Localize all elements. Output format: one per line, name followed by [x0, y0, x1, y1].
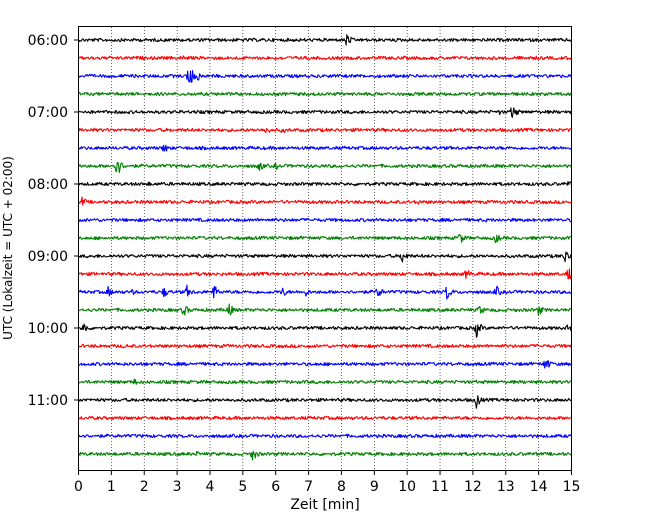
trace-line-0730 [78, 144, 572, 152]
trace-line-1115 [77, 415, 572, 421]
trace-line-1045 [78, 378, 572, 385]
x-tick-label: 6 [271, 479, 280, 495]
plot-frame [78, 26, 572, 471]
y-tick-label: 11:00 [28, 393, 68, 409]
x-tick-label: 12 [464, 479, 482, 495]
x-tick-label: 11 [431, 479, 449, 495]
x-tick-label: 0 [74, 479, 83, 495]
y-tick-label: 08:00 [28, 177, 68, 193]
trace-line-1015 [78, 343, 573, 349]
x-tick-label: 4 [206, 479, 215, 495]
x-tick-label: 9 [370, 479, 379, 495]
trace-line-1030 [78, 360, 572, 369]
x-tick-label: 10 [398, 479, 416, 495]
y-tick-label: 10:00 [28, 321, 68, 337]
trace-line-0630 [78, 69, 572, 83]
trace-line-0845 [78, 233, 572, 244]
trace-line-0945 [78, 303, 572, 316]
trace-line-0715 [78, 127, 572, 133]
grid-lines [111, 27, 539, 470]
trace-line-1145 [78, 450, 572, 461]
trace-line-0745 [77, 161, 572, 174]
x-tick-label: 3 [173, 479, 182, 495]
y-tick-label: 09:00 [28, 249, 68, 265]
y-axis-title: UTC (Lokalzeit = UTC + 02:00) [1, 156, 15, 340]
x-tick-label: 8 [337, 479, 346, 495]
trace-line-1130 [78, 433, 572, 439]
trace-line-0915 [78, 268, 572, 280]
trace-line-1000 [78, 323, 573, 338]
trace-line-0800 [77, 180, 573, 187]
trace-line-0615 [78, 55, 572, 61]
trace-line-0815 [78, 196, 572, 206]
x-axis-title: Zeit [min] [290, 497, 359, 513]
trace-line-0830 [78, 217, 572, 223]
x-tick-label: 14 [530, 479, 548, 495]
trace-line-0900 [78, 251, 572, 263]
y-tick-label: 06:00 [28, 33, 68, 49]
trace-line-0930 [78, 284, 572, 300]
x-tick-label: 15 [563, 479, 581, 495]
x-tick-label: 7 [304, 479, 313, 495]
x-tick-label: 13 [497, 479, 515, 495]
trace-line-1100 [78, 395, 572, 409]
y-axis-ticks: 06:00 07:00 08:00 09:00 10:00 11:00 [28, 33, 79, 409]
trace-line-0700 [78, 107, 573, 118]
x-tick-label: 5 [238, 479, 247, 495]
x-tick-label: 2 [140, 479, 149, 495]
trace-line-0645 [78, 91, 573, 97]
y-tick-label: 07:00 [28, 105, 68, 121]
trace-line-0600 [77, 34, 573, 46]
trace-lines [77, 34, 573, 461]
x-tick-label: 1 [107, 479, 116, 495]
x-axis-ticks: 0 1 2 3 4 5 6 7 8 9 10 11 12 13 14 15 [74, 470, 581, 495]
